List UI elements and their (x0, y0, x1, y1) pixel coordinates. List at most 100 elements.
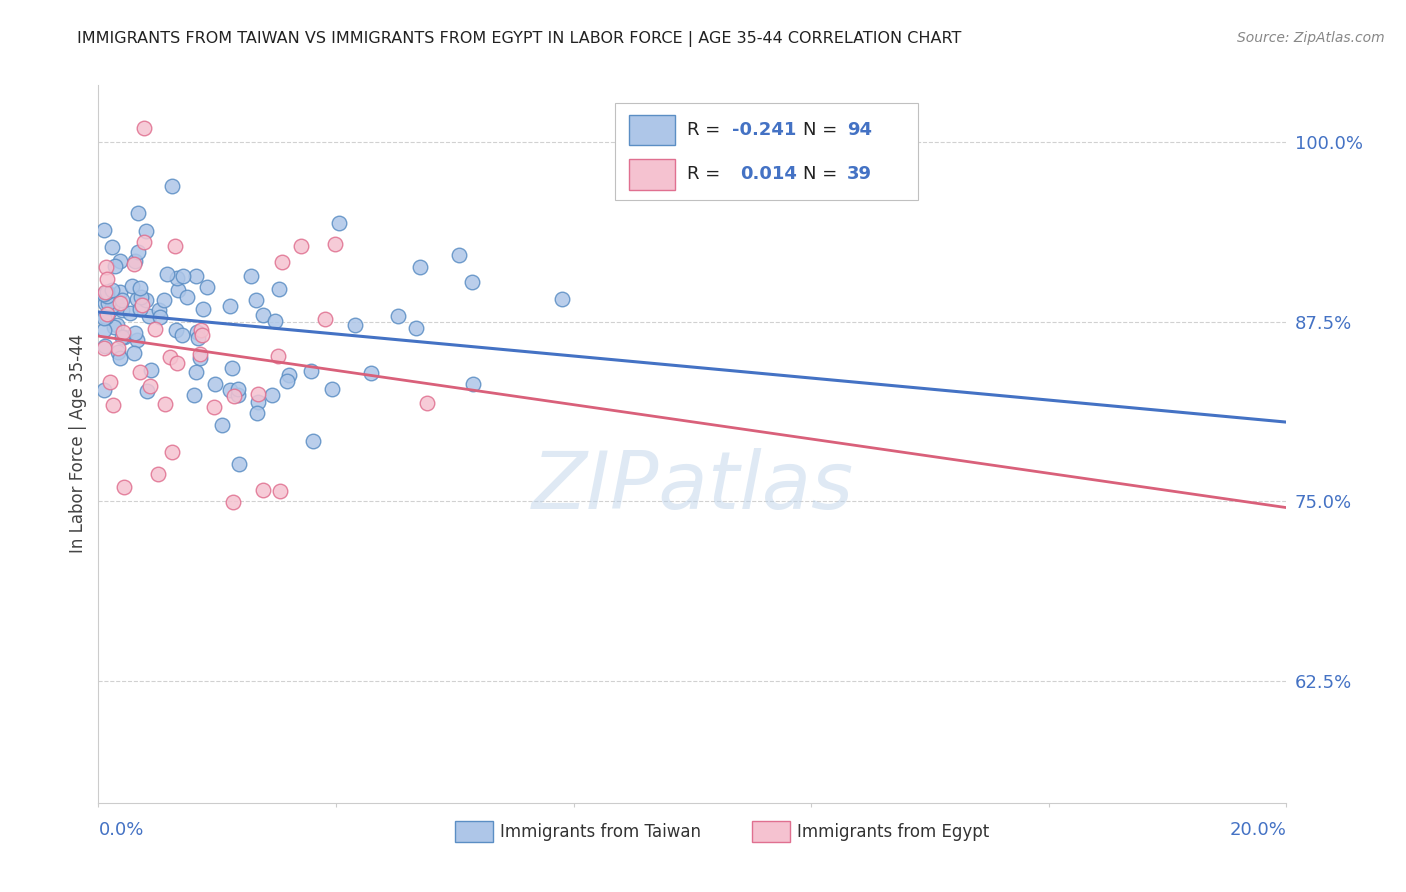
Point (166, 356, 188, 370)
Point (172, 269, 194, 284)
Point (344, 318, 367, 332)
Point (111, 293, 134, 308)
Text: Immigrants from Taiwan: Immigrants from Taiwan (501, 822, 702, 840)
Point (252, 483, 274, 497)
Point (167, 284, 190, 298)
Point (127, 333, 149, 347)
Point (409, 260, 432, 274)
Point (98, 305, 121, 319)
Point (107, 342, 129, 356)
Point (112, 480, 135, 494)
Point (260, 388, 283, 402)
Point (94, 285, 117, 299)
Point (172, 328, 194, 343)
Point (190, 323, 212, 337)
Bar (752, 821, 790, 842)
Text: 20.0%: 20.0% (1230, 822, 1286, 839)
Point (139, 379, 162, 393)
Point (134, 120, 156, 135)
Point (270, 254, 292, 268)
Point (93, 323, 115, 337)
Point (360, 366, 382, 380)
Point (121, 279, 143, 293)
Point (108, 296, 131, 310)
Point (105, 298, 128, 312)
Text: IMMIGRANTS FROM TAIWAN VS IMMIGRANTS FROM EGYPT IN LABOR FORCE | AGE 35-44 CORRE: IMMIGRANTS FROM TAIWAN VS IMMIGRANTS FRO… (77, 31, 962, 47)
Point (96, 271, 118, 285)
Point (146, 467, 169, 481)
Point (302, 434, 325, 448)
Point (219, 299, 242, 313)
Point (162, 444, 184, 458)
Point (94, 339, 117, 353)
Point (461, 376, 484, 391)
Point (145, 322, 167, 336)
Point (124, 257, 146, 271)
Point (204, 377, 226, 392)
Point (129, 301, 152, 316)
Point (176, 290, 198, 304)
Point (278, 368, 301, 383)
Point (321, 383, 343, 397)
Point (135, 293, 157, 307)
Point (405, 320, 427, 334)
Point (447, 248, 470, 262)
Point (204, 400, 226, 414)
Point (120, 306, 142, 320)
Point (269, 483, 291, 498)
Point (136, 384, 159, 398)
Text: 39: 39 (846, 166, 872, 184)
Point (93, 287, 115, 301)
Point (97, 296, 120, 310)
Bar (630, 160, 675, 190)
Point (108, 285, 131, 300)
Point (139, 363, 162, 377)
Point (132, 235, 155, 249)
Point (127, 292, 149, 306)
Point (246, 395, 269, 409)
Point (246, 406, 269, 420)
Point (94, 310, 117, 324)
Point (276, 374, 298, 388)
Point (218, 383, 240, 397)
Point (148, 302, 170, 317)
Text: -0.241: -0.241 (731, 121, 796, 139)
Point (195, 279, 218, 293)
Point (188, 351, 211, 365)
Point (247, 387, 270, 401)
Point (152, 293, 174, 307)
Text: ZIPatlas: ZIPatlas (531, 448, 853, 526)
Point (186, 325, 208, 339)
Point (183, 387, 205, 401)
Point (93, 383, 115, 397)
Point (131, 290, 153, 304)
Point (160, 179, 183, 194)
Point (188, 347, 211, 361)
Point (96, 289, 118, 303)
Point (93, 222, 115, 236)
Point (111, 325, 134, 339)
Point (96, 285, 118, 300)
Point (187, 331, 209, 345)
Point (269, 283, 291, 297)
Point (112, 330, 135, 344)
Point (93, 311, 115, 326)
Point (103, 319, 125, 334)
Point (184, 365, 207, 379)
Point (96, 308, 118, 322)
Point (108, 254, 131, 268)
Point (159, 350, 181, 364)
Text: R =: R = (686, 166, 731, 184)
Point (156, 268, 179, 282)
Text: N =: N = (803, 121, 844, 139)
Point (94, 260, 117, 274)
Point (111, 330, 134, 344)
Y-axis label: In Labor Force | Age 35-44: In Labor Force | Age 35-44 (69, 334, 87, 553)
Point (290, 239, 312, 253)
Point (416, 396, 439, 410)
Point (221, 361, 243, 376)
Point (131, 297, 153, 311)
Point (387, 309, 409, 323)
Point (314, 312, 336, 326)
Point (267, 349, 290, 363)
